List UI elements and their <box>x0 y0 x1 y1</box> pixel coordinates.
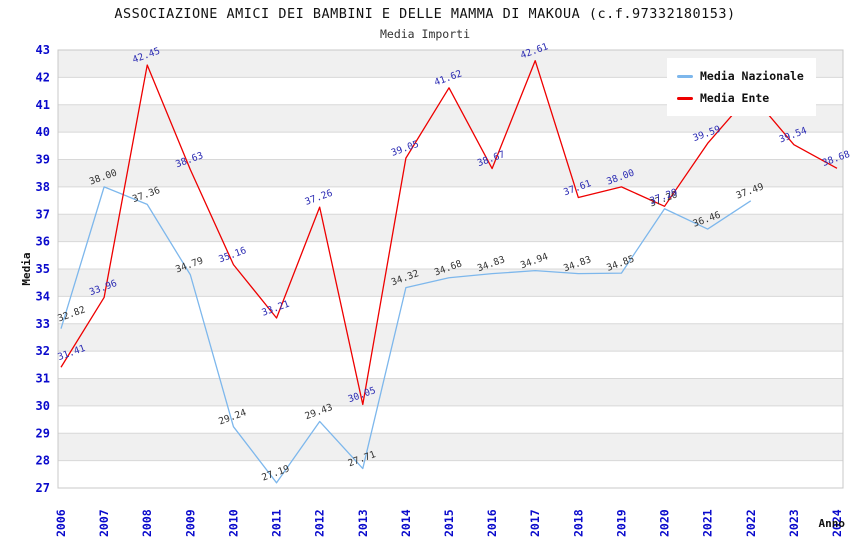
x-tick-label: 2024 <box>830 509 844 537</box>
x-tick-label: 2014 <box>399 509 413 537</box>
y-tick-label: 35 <box>36 262 50 276</box>
plot-band <box>58 323 843 352</box>
y-tick-label: 31 <box>36 372 50 386</box>
plot-band <box>58 132 843 160</box>
y-tick-label: 33 <box>36 317 50 331</box>
x-axis-title: Anno <box>819 517 846 530</box>
plot-band <box>58 433 843 461</box>
y-tick-label: 28 <box>36 454 50 468</box>
plot-band <box>58 405 843 434</box>
legend-item-media-nazionale[interactable]: Media Nazionale <box>677 65 804 87</box>
x-tick-label: 2011 <box>270 509 284 537</box>
plot-band <box>58 269 843 297</box>
series-line-media-ente <box>60 60 838 406</box>
x-tick-label: 2016 <box>485 509 499 537</box>
y-tick-label: 34 <box>36 289 50 303</box>
legend-swatch-media-nazionale-icon <box>677 74 693 78</box>
x-tick-label: 2018 <box>571 509 585 537</box>
chart-legend: Media Nazionale Media Ente <box>667 58 816 116</box>
x-tick-label: 2006 <box>54 509 68 537</box>
y-tick-label: 29 <box>36 426 50 440</box>
y-tick-label: 32 <box>36 344 50 358</box>
plot-band <box>58 186 843 215</box>
series-line-media-nazionale <box>60 186 752 484</box>
y-tick-label: 38 <box>36 180 50 194</box>
plot-band <box>58 296 843 324</box>
plot-border <box>57 49 844 489</box>
plot-band <box>58 460 843 488</box>
x-tick-label: 2012 <box>313 509 327 537</box>
x-tick-label: 2015 <box>442 509 456 537</box>
x-tick-label: 2020 <box>658 509 672 537</box>
x-tick-label: 2008 <box>140 509 154 537</box>
y-tick-label: 42 <box>36 70 50 84</box>
plot-band <box>58 378 843 406</box>
plot-band <box>58 159 843 187</box>
x-tick-label: 2017 <box>528 509 542 537</box>
plot-band <box>58 214 843 242</box>
x-tick-label: 2023 <box>787 509 801 537</box>
plot-band <box>58 351 843 379</box>
legend-label-media-nazionale: Media Nazionale <box>700 69 804 83</box>
plot-band <box>58 241 843 269</box>
legend-swatch-media-ente-icon <box>677 96 693 100</box>
x-tick-label: 2022 <box>744 509 758 537</box>
y-tick-label: 41 <box>36 98 50 112</box>
legend-item-media-ente[interactable]: Media Ente <box>677 87 804 109</box>
y-tick-label: 36 <box>36 235 50 249</box>
chart-title: ASSOCIAZIONE AMICI DEI BAMBINI E DELLE M… <box>114 6 736 22</box>
x-tick-label: 2013 <box>356 509 370 537</box>
y-tick-label: 27 <box>36 481 50 495</box>
y-tick-label: 30 <box>36 399 50 413</box>
y-tick-label: 43 <box>36 43 50 57</box>
x-tick-label: 2021 <box>701 509 715 537</box>
x-tick-label: 2007 <box>97 509 111 537</box>
x-tick-label: 2009 <box>183 509 197 537</box>
y-tick-label: 37 <box>36 207 50 221</box>
y-tick-label: 39 <box>36 153 50 167</box>
y-tick-label: 40 <box>36 125 50 139</box>
legend-label-media-ente: Media Ente <box>700 91 770 105</box>
x-tick-label: 2019 <box>614 509 628 537</box>
y-axis-title: Media <box>20 252 33 285</box>
x-tick-label: 2010 <box>226 509 240 537</box>
chart-subtitle: Media Importi <box>379 27 470 41</box>
